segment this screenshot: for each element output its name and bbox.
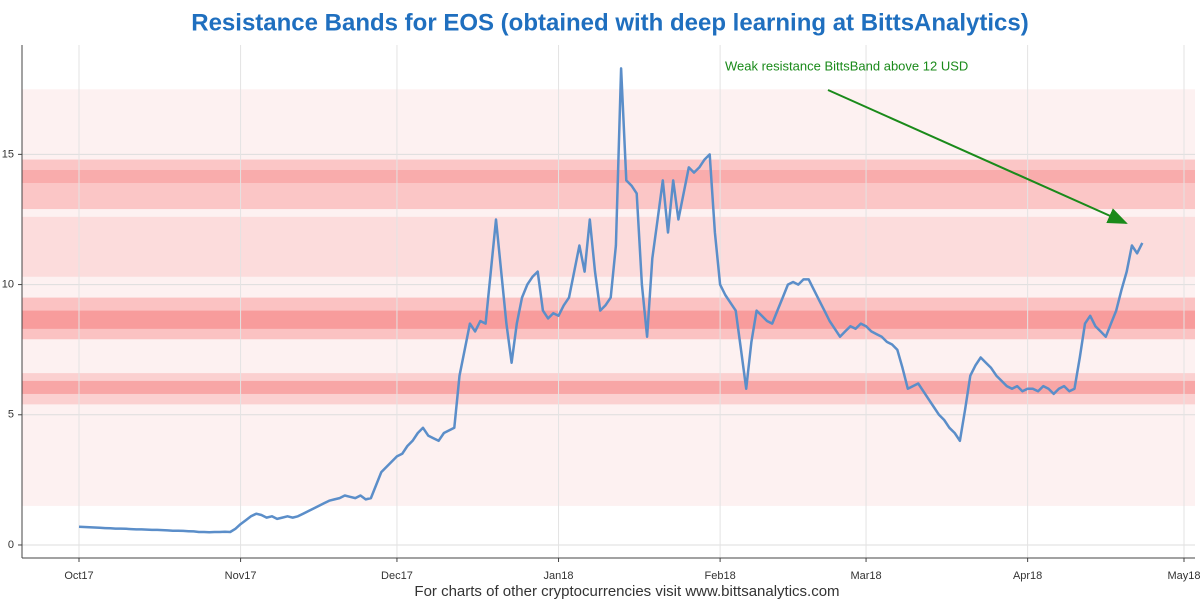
resistance-band (22, 216, 1195, 277)
x-tick-label: Oct17 (64, 570, 93, 582)
bands (22, 89, 1195, 506)
x-tick-label: Nov17 (225, 570, 257, 582)
grid (22, 45, 1195, 558)
x-tick-label: Dec17 (381, 570, 413, 582)
y-tick-label: 15 (2, 148, 14, 160)
resistance-band (22, 169, 1195, 184)
x-tick-label: May18 (1167, 570, 1200, 582)
x-tick-label: Apr18 (1013, 570, 1042, 582)
y-tick-label: 10 (2, 278, 14, 290)
annotation-arrow (827, 89, 1128, 224)
y-tick-label: 5 (8, 409, 14, 421)
price-line (78, 67, 1144, 534)
x-tick-label: Jan18 (544, 570, 574, 582)
resistance-band (22, 380, 1195, 394)
plot (78, 67, 1144, 534)
y-tick-label: 0 (8, 539, 14, 551)
annotation: Weak resistance BittsBand above 12 USD (725, 58, 968, 73)
footer: For charts of other cryptocurrencies vis… (414, 583, 839, 600)
resistance-band (22, 159, 1195, 210)
x-tick-label: Mar18 (850, 570, 881, 582)
x-tick-label: Feb18 (705, 570, 736, 582)
chart-title: Resistance Bands for EOS (obtained with … (191, 9, 1029, 36)
resistance-band (22, 310, 1195, 329)
